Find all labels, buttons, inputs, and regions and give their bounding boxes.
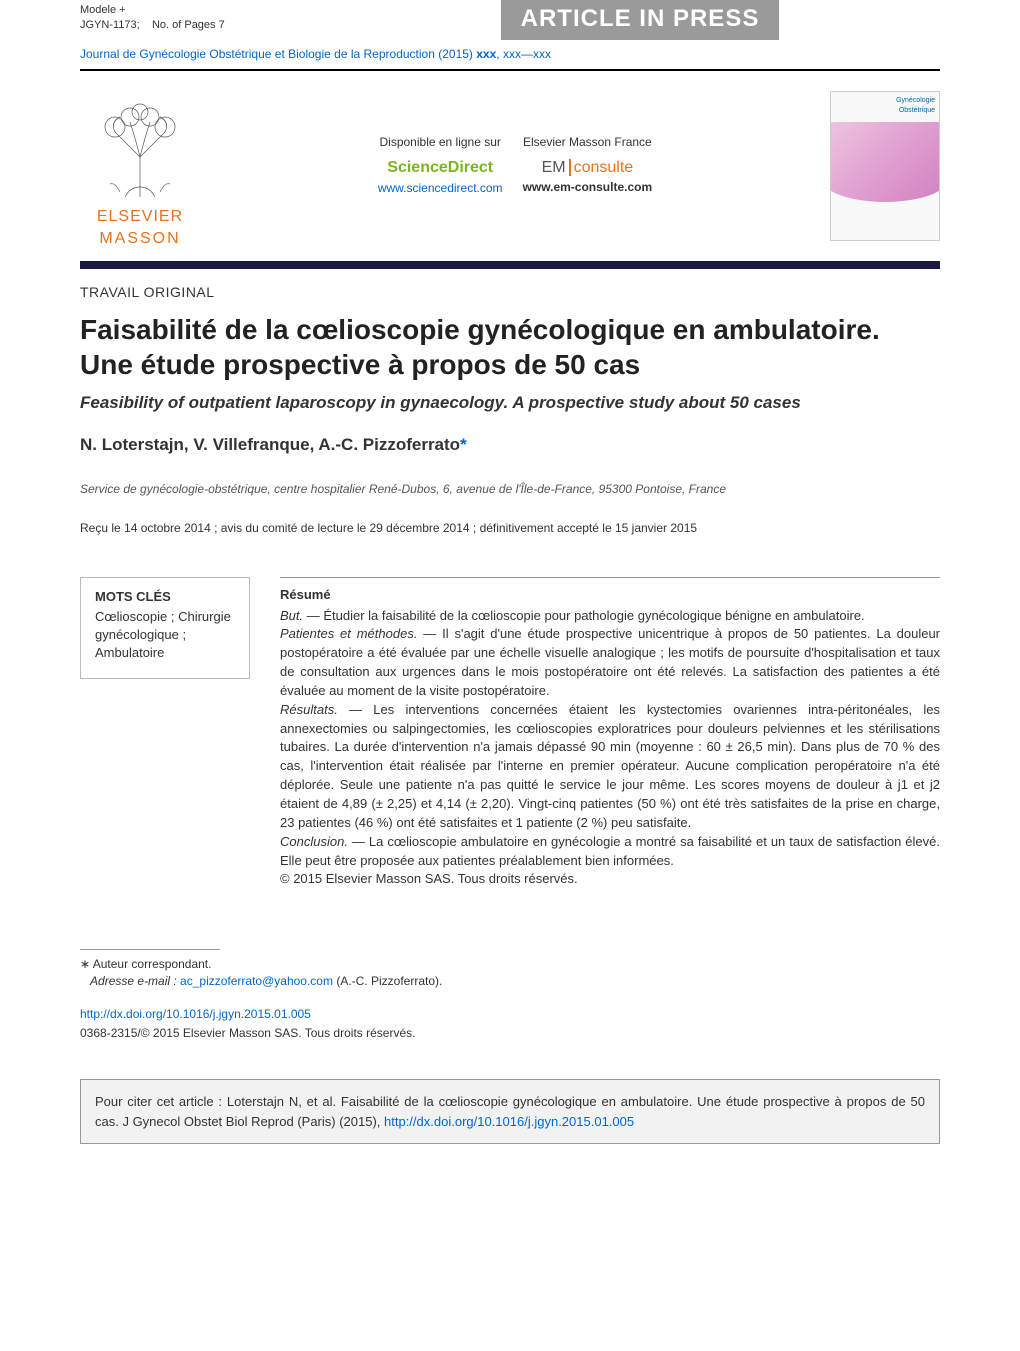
cover-art bbox=[830, 122, 940, 202]
doi-link[interactable]: http://dx.doi.org/10.1016/j.jgyn.2015.01… bbox=[80, 1007, 311, 1021]
journal-pages: xxx—xxx bbox=[503, 47, 551, 61]
em-text: EM bbox=[542, 159, 566, 176]
journal-link[interactable]: Journal de Gynécologie Obstétrique et Bi… bbox=[80, 47, 551, 61]
journal-prefix: Journal de Gynécologie Obstétrique et Bi… bbox=[80, 47, 476, 61]
article-title: Faisabilité de la cœlioscopie gynécologi… bbox=[80, 312, 940, 382]
footnote-rule bbox=[80, 949, 220, 950]
sciencedirect-link[interactable]: www.sciencedirect.com bbox=[378, 181, 503, 195]
citation-box: Pour citer cet article : Loterstajn N, e… bbox=[80, 1079, 940, 1144]
article-code: JGYN-1173; bbox=[80, 19, 140, 31]
consulte-text: consulte bbox=[574, 159, 634, 176]
methods-label: Patientes et méthodes. — bbox=[280, 626, 442, 641]
header-bar: Modele + JGYN-1173; No. of Pages 7 ARTIC… bbox=[0, 0, 1020, 38]
keywords-heading: MOTS CLÉS bbox=[95, 588, 235, 606]
article-type: TRAVAIL ORIGINAL bbox=[80, 283, 940, 303]
journal-citation: Journal de Gynécologie Obstétrique et Bi… bbox=[0, 38, 1020, 69]
article-body: TRAVAIL ORIGINAL Faisabilité de la cœlio… bbox=[0, 269, 1020, 1080]
corr-author-note: ∗ Auteur correspondant. bbox=[80, 956, 940, 973]
emconsulte-link[interactable]: www.em-consulte.com bbox=[523, 179, 653, 196]
author-list: N. Loterstajn, V. Villefranque, A.-C. Pi… bbox=[80, 435, 460, 454]
em-label: Elsevier Masson France bbox=[523, 134, 653, 151]
issn-copyright: 0368-2315/© 2015 Elsevier Masson SAS. To… bbox=[80, 1025, 940, 1042]
journal-vol: xxx bbox=[476, 47, 496, 61]
email-label: Adresse e-mail : bbox=[90, 974, 180, 988]
in-press-badge: ARTICLE IN PRESS bbox=[501, 0, 780, 40]
article-code-line: JGYN-1173; No. of Pages 7 bbox=[80, 18, 250, 33]
abstract-heading: Résumé bbox=[280, 586, 940, 605]
history-dates: Reçu le 14 octobre 2014 ; avis du comité… bbox=[80, 520, 940, 537]
email-line: Adresse e-mail : ac_pizzoferrato@yahoo.c… bbox=[80, 973, 940, 990]
journal-cover-thumb: Gynécologie Obstétrique bbox=[830, 91, 940, 241]
footnotes: ∗ Auteur correspondant. Adresse e-mail :… bbox=[80, 956, 940, 996]
rule-thick bbox=[80, 261, 940, 269]
sciencedirect-col: Disponible en ligne sur ScienceDirect ww… bbox=[378, 134, 503, 197]
abstract-conclusion: Conclusion. — La cœlioscopie ambulatoire… bbox=[280, 833, 940, 871]
masthead-links: Disponible en ligne sur ScienceDirect ww… bbox=[240, 134, 790, 197]
abstract-box: Résumé But. — Étudier la faisabilité de … bbox=[280, 577, 940, 890]
keywords-list: Cœlioscopie ; Chirurgie gynécologique ; … bbox=[95, 608, 235, 663]
in-press-wrap: ARTICLE IN PRESS bbox=[260, 0, 1020, 38]
conclusion-text: La cœlioscopie ambulatoire en gynécologi… bbox=[280, 834, 940, 868]
masthead: ELSEVIER MASSON Disponible en ligne sur … bbox=[0, 71, 1020, 261]
email-suffix: (A.-C. Pizzoferrato). bbox=[333, 974, 442, 988]
pages-label: No. of Pages 7 bbox=[152, 19, 225, 31]
cover-title-1: Gynécologie bbox=[896, 97, 935, 104]
but-text: Étudier la faisabilité de la cœlioscopie… bbox=[323, 608, 864, 623]
publisher-name-1: ELSEVIER bbox=[97, 206, 183, 228]
authors: N. Loterstajn, V. Villefranque, A.-C. Pi… bbox=[80, 433, 940, 457]
cite-doi-link[interactable]: http://dx.doi.org/10.1016/j.jgyn.2015.01… bbox=[384, 1114, 634, 1129]
article-subtitle: Feasibility of outpatient laparoscopy in… bbox=[80, 392, 940, 415]
but-label: But. — bbox=[280, 608, 323, 623]
email-link[interactable]: ac_pizzoferrato@yahoo.com bbox=[180, 974, 333, 988]
em-bar-icon bbox=[569, 159, 571, 176]
conclusion-label: Conclusion. — bbox=[280, 834, 369, 849]
elsevier-tree-icon bbox=[95, 102, 185, 202]
sd-label: Disponible en ligne sur bbox=[378, 134, 503, 151]
emconsulte-col: Elsevier Masson France EM consulte www.em… bbox=[523, 134, 653, 197]
cover-title: Gynécologie Obstétrique bbox=[831, 92, 939, 122]
cover-title-2: Obstétrique bbox=[899, 107, 935, 114]
publisher-name-2: MASSON bbox=[99, 228, 180, 250]
journal-sep: , bbox=[496, 47, 503, 61]
affiliation: Service de gynécologie-obstétrique, cent… bbox=[80, 481, 940, 498]
abstract-copyright: © 2015 Elsevier Masson SAS. Tous droits … bbox=[280, 870, 940, 889]
model-label: Modele + bbox=[80, 3, 250, 18]
corr-author-mark[interactable]: * bbox=[460, 435, 467, 454]
sciencedirect-logo: ScienceDirect bbox=[378, 157, 503, 179]
abstract-but: But. — Étudier la faisabilité de la cœli… bbox=[280, 607, 940, 626]
abstract-methods: Patientes et méthodes. — Il s'agit d'une… bbox=[280, 625, 940, 700]
results-text: Les interventions concernées étaient les… bbox=[280, 702, 940, 830]
doi-line: http://dx.doi.org/10.1016/j.jgyn.2015.01… bbox=[80, 1006, 940, 1023]
abstract-section: MOTS CLÉS Cœlioscopie ; Chirurgie gynéco… bbox=[80, 577, 940, 890]
publisher-logo: ELSEVIER MASSON bbox=[80, 81, 200, 251]
model-info: Modele + JGYN-1173; No. of Pages 7 bbox=[0, 0, 260, 38]
keywords-box: MOTS CLÉS Cœlioscopie ; Chirurgie gynéco… bbox=[80, 577, 250, 680]
emconsulte-logo: EM consulte bbox=[523, 157, 653, 179]
abstract-results: Résultats. — Les interventions concernée… bbox=[280, 701, 940, 833]
results-label: Résultats. — bbox=[280, 702, 373, 717]
